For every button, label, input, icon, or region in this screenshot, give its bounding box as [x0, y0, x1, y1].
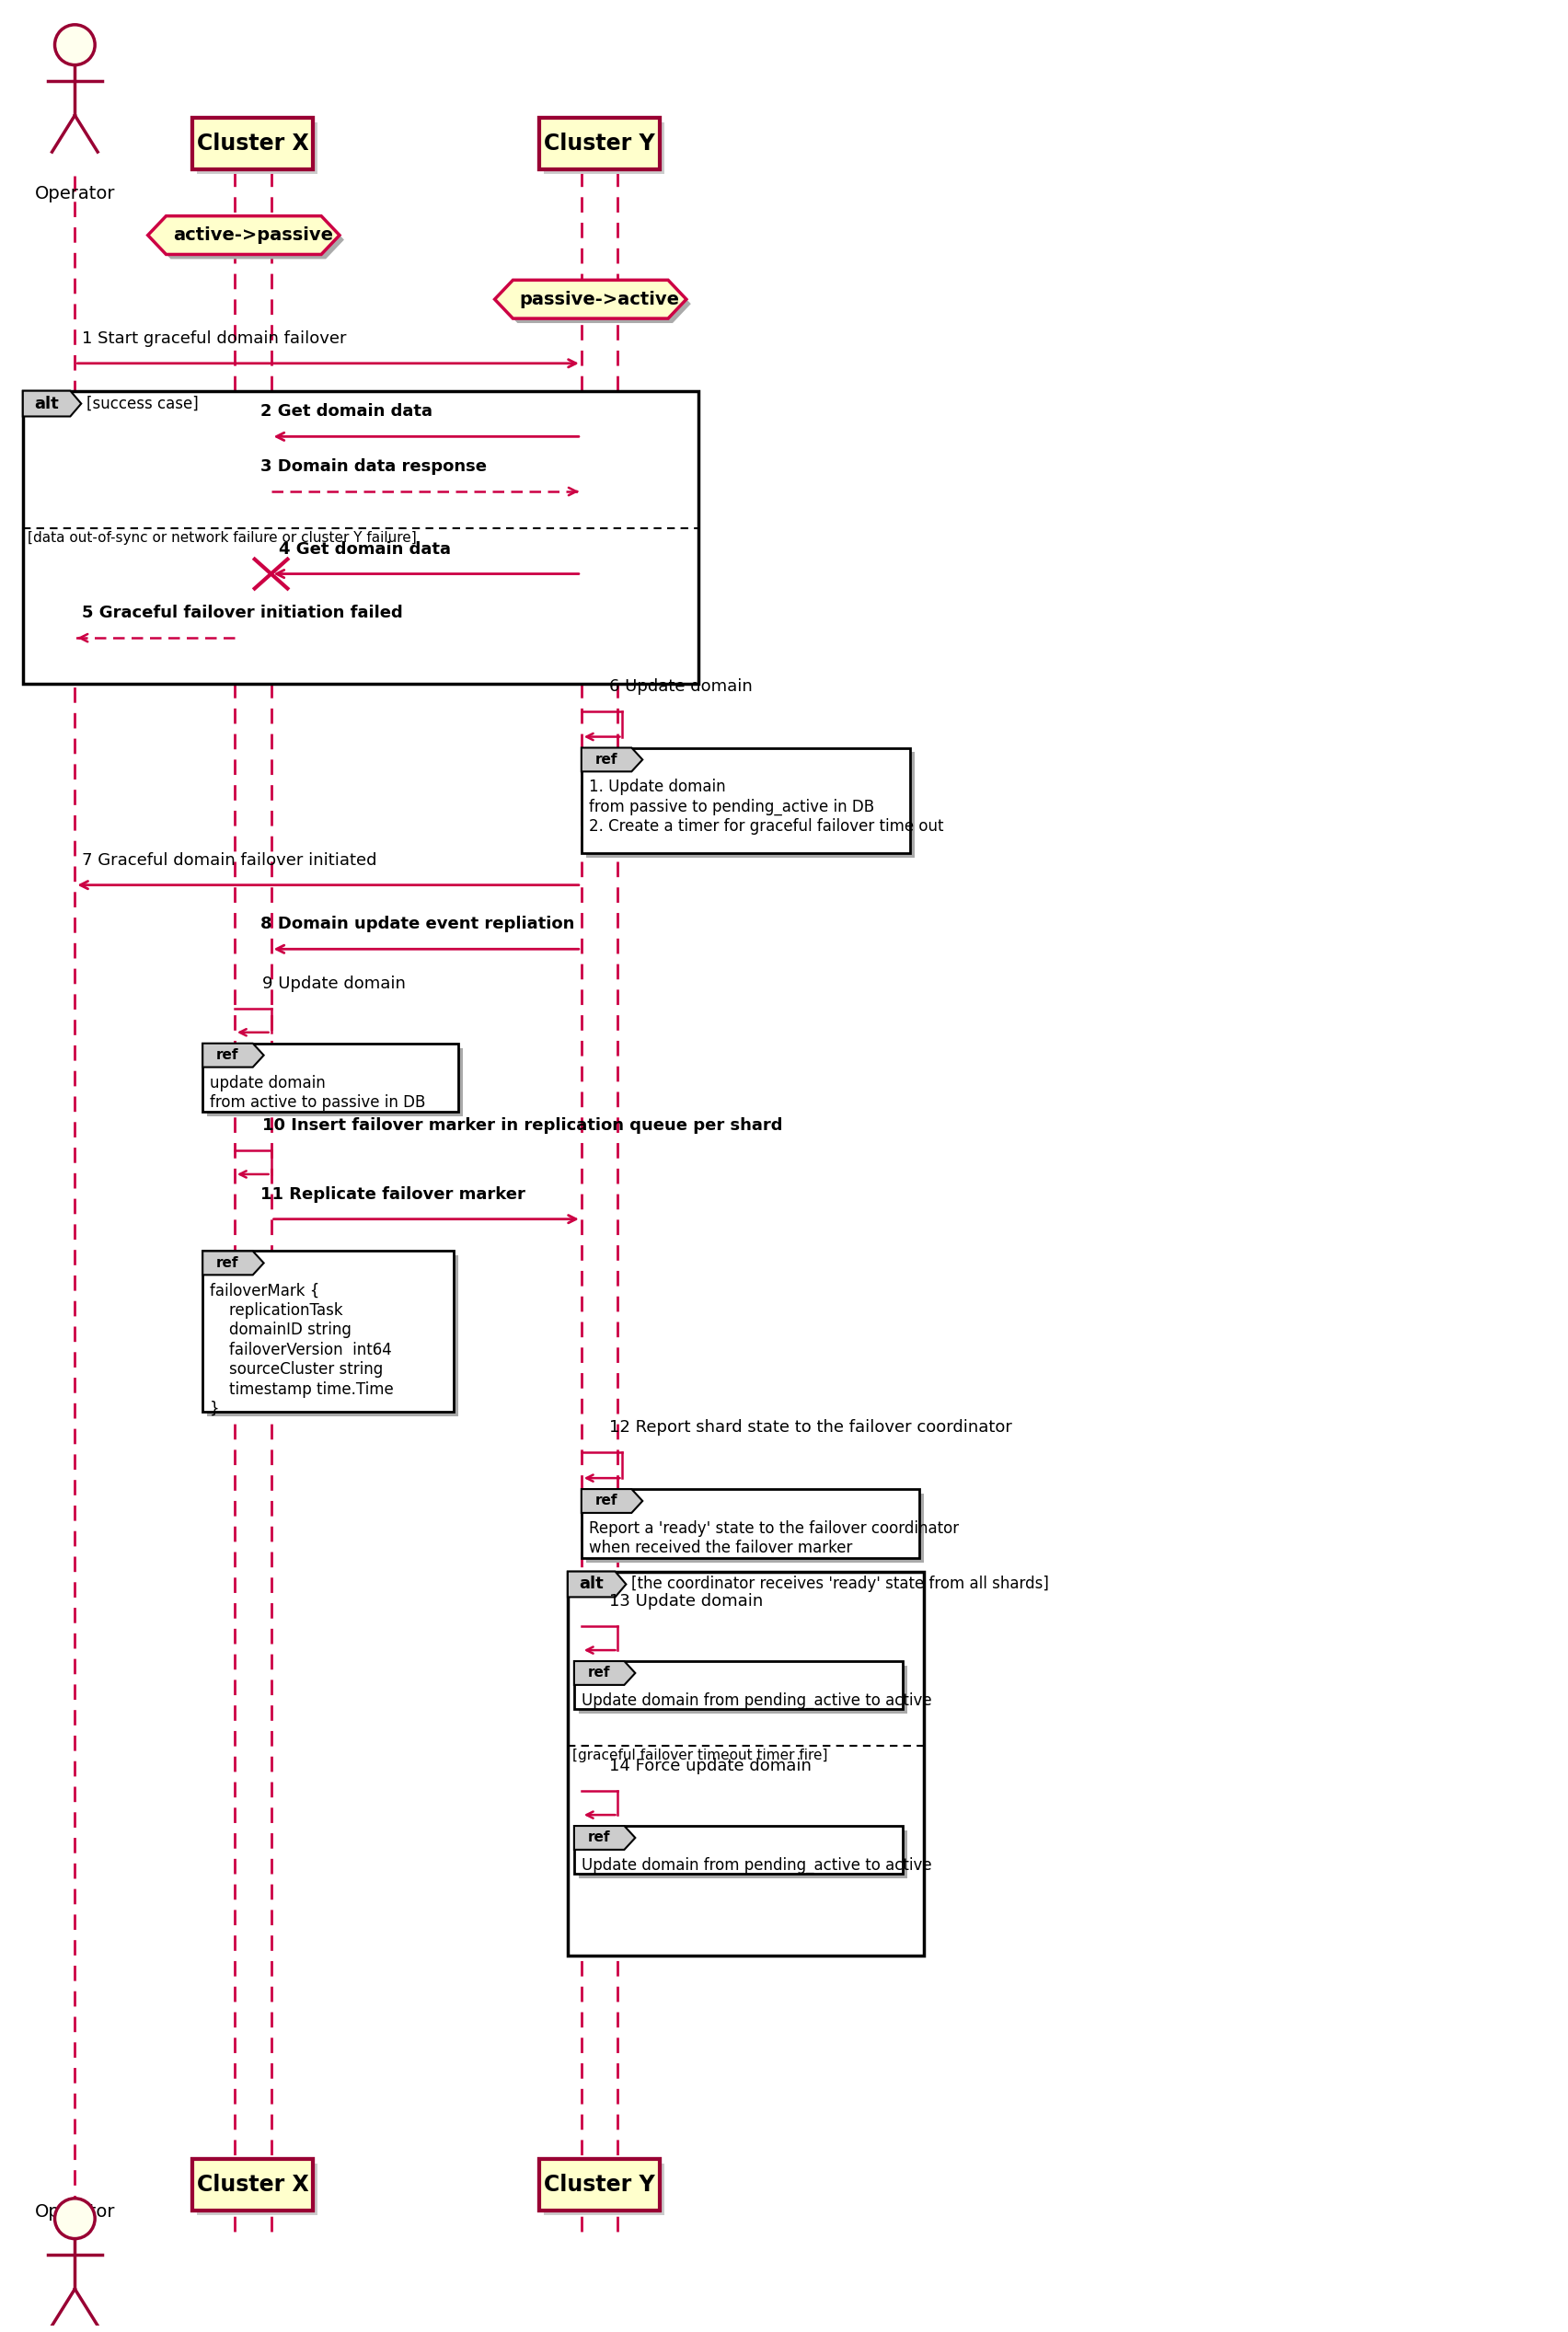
Polygon shape: [202, 1250, 263, 1276]
Text: ref: ref: [216, 1257, 238, 1271]
FancyBboxPatch shape: [539, 2159, 660, 2211]
Polygon shape: [582, 749, 643, 772]
Text: [data out-of-sync or network failure or cluster Y failure]: [data out-of-sync or network failure or …: [27, 532, 417, 546]
Text: 6 Update domain: 6 Update domain: [608, 679, 753, 695]
FancyBboxPatch shape: [193, 117, 314, 170]
Text: failoverVersion  int64: failoverVersion int64: [210, 1341, 392, 1357]
Text: [the coordinator receives 'ready' state from all shards]: [the coordinator receives 'ready' state …: [632, 1576, 1049, 1593]
FancyBboxPatch shape: [586, 753, 914, 858]
Text: update domain: update domain: [210, 1075, 326, 1091]
Text: 12 Report shard state to the failover coordinator: 12 Report shard state to the failover co…: [608, 1420, 1011, 1437]
Text: 1 Start graceful domain failover: 1 Start graceful domain failover: [82, 331, 347, 347]
FancyBboxPatch shape: [207, 1255, 458, 1416]
FancyBboxPatch shape: [579, 1831, 908, 1877]
Circle shape: [55, 2199, 96, 2239]
Text: failoverMark {: failoverMark {: [210, 1283, 320, 1299]
Text: 8 Domain update event repliation: 8 Domain update event repliation: [260, 916, 574, 933]
Text: ref: ref: [596, 753, 618, 767]
Text: ref: ref: [596, 1495, 618, 1509]
Text: 3 Domain data response: 3 Domain data response: [260, 459, 486, 476]
Text: domainID string: domainID string: [210, 1322, 351, 1339]
FancyBboxPatch shape: [539, 117, 660, 170]
Text: 13 Update domain: 13 Update domain: [608, 1593, 762, 1609]
Polygon shape: [568, 1572, 626, 1597]
Text: Update domain from pending_active to active: Update domain from pending_active to act…: [582, 1693, 931, 1709]
Text: 4 Get domain data: 4 Get domain data: [279, 541, 450, 557]
Text: Operator: Operator: [34, 184, 114, 203]
Polygon shape: [499, 285, 691, 324]
FancyBboxPatch shape: [539, 2159, 660, 2211]
FancyBboxPatch shape: [544, 121, 665, 175]
Text: 9 Update domain: 9 Update domain: [262, 975, 406, 991]
Text: 2. Create a timer for graceful failover time out: 2. Create a timer for graceful failover …: [588, 819, 944, 835]
Text: ref: ref: [216, 1049, 238, 1061]
Polygon shape: [147, 217, 340, 254]
Text: [success case]: [success case]: [86, 396, 199, 413]
Polygon shape: [574, 1826, 635, 1849]
Text: when received the failover marker: when received the failover marker: [588, 1539, 851, 1555]
FancyBboxPatch shape: [539, 117, 660, 170]
Polygon shape: [24, 392, 82, 417]
Text: Cluster Y: Cluster Y: [544, 2173, 655, 2197]
Text: Cluster X: Cluster X: [198, 2173, 309, 2197]
Text: Cluster Y: Cluster Y: [544, 133, 655, 154]
FancyBboxPatch shape: [586, 1495, 924, 1562]
Text: from passive to pending_active in DB: from passive to pending_active in DB: [588, 798, 873, 816]
Text: [graceful failover timeout timer fire]: [graceful failover timeout timer fire]: [572, 1749, 828, 1763]
FancyBboxPatch shape: [198, 121, 318, 175]
Text: ref: ref: [588, 1831, 610, 1845]
Text: active->passive: active->passive: [172, 226, 332, 245]
Text: 1. Update domain: 1. Update domain: [588, 779, 726, 795]
Text: Cluster X: Cluster X: [198, 133, 309, 154]
FancyBboxPatch shape: [202, 1250, 453, 1411]
Polygon shape: [202, 1042, 263, 1068]
FancyBboxPatch shape: [574, 1660, 903, 1709]
Text: Report a 'ready' state to the failover coordinator: Report a 'ready' state to the failover c…: [588, 1520, 958, 1537]
Text: alt: alt: [34, 396, 60, 413]
FancyBboxPatch shape: [207, 1047, 463, 1117]
Text: Update domain from pending_active to active: Update domain from pending_active to act…: [582, 1856, 931, 1875]
FancyBboxPatch shape: [568, 1572, 924, 1957]
Text: 11 Replicate failover marker: 11 Replicate failover marker: [260, 1187, 525, 1203]
Text: 10 Insert failover marker in replication queue per shard: 10 Insert failover marker in replication…: [262, 1117, 782, 1133]
FancyBboxPatch shape: [582, 1490, 919, 1558]
Polygon shape: [152, 222, 343, 259]
Polygon shape: [494, 280, 687, 319]
Text: Operator: Operator: [34, 2204, 114, 2220]
Text: passive->active: passive->active: [519, 292, 679, 308]
Text: 2 Get domain data: 2 Get domain data: [260, 403, 433, 420]
Text: sourceCluster string: sourceCluster string: [210, 1362, 383, 1378]
FancyBboxPatch shape: [202, 1042, 458, 1112]
Polygon shape: [582, 1490, 643, 1513]
FancyBboxPatch shape: [193, 2159, 314, 2211]
Text: replicationTask: replicationTask: [210, 1301, 343, 1318]
Text: timestamp time.Time: timestamp time.Time: [210, 1381, 394, 1397]
Circle shape: [55, 26, 96, 65]
Text: }: }: [210, 1402, 220, 1418]
FancyBboxPatch shape: [198, 2164, 318, 2215]
Text: 5 Graceful failover initiation failed: 5 Graceful failover initiation failed: [82, 604, 403, 620]
FancyBboxPatch shape: [582, 749, 909, 854]
FancyBboxPatch shape: [193, 117, 314, 170]
FancyBboxPatch shape: [579, 1665, 908, 1714]
FancyBboxPatch shape: [193, 2159, 314, 2211]
Text: 7 Graceful domain failover initiated: 7 Graceful domain failover initiated: [82, 851, 376, 868]
FancyBboxPatch shape: [544, 2164, 665, 2215]
FancyBboxPatch shape: [574, 1826, 903, 1873]
Text: alt: alt: [579, 1576, 604, 1593]
Text: 14 Force update domain: 14 Force update domain: [608, 1758, 811, 1775]
Text: from active to passive in DB: from active to passive in DB: [210, 1094, 425, 1110]
Text: ref: ref: [588, 1665, 610, 1679]
FancyBboxPatch shape: [24, 392, 698, 683]
Polygon shape: [574, 1660, 635, 1686]
